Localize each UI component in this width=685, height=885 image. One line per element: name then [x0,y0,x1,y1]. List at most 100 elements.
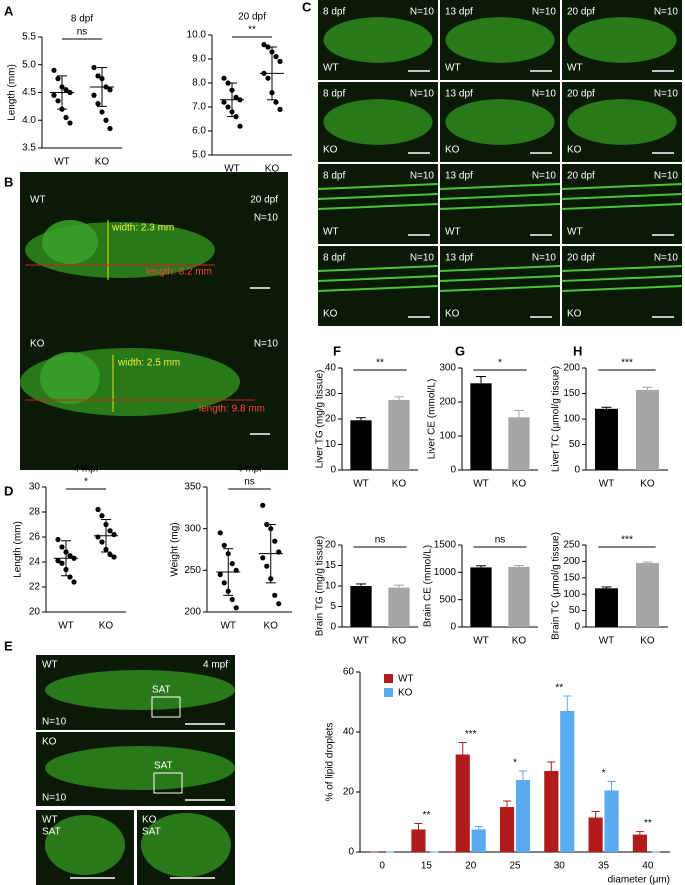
data-point [99,513,105,519]
image-label: width: 2.3 mm [111,223,174,234]
image-label: WT [567,227,583,238]
data-point [107,125,113,132]
data-point [277,106,283,112]
data-point [67,553,73,559]
muscle-line [439,183,561,190]
muscle-line [439,275,561,282]
image-label: width: 2.5 mm [117,358,180,369]
y-tick-label: 100 [563,589,580,600]
image-label: SAT [152,685,171,696]
y-tick-label: 7.0 [192,102,206,113]
x-tick-label: WT [473,636,489,647]
y-tick-label: 20 [29,607,41,618]
data-point [260,555,266,561]
image-label: N=10 [654,253,679,264]
bar [388,399,410,470]
y-axis-label: Liver TG (mg/g tissue) [315,370,326,469]
panel-label: G [455,343,465,358]
muscle-line [561,183,683,190]
fish-shape [45,746,235,790]
x-tick-label: KO [512,636,527,647]
image-label: KO [445,309,460,320]
y-tick-label: 20 [325,414,337,425]
significance-label: ns [244,477,255,488]
data-point [91,64,97,71]
muscle-line [561,275,683,282]
data-point [221,580,227,586]
image-label: N=10 [410,253,435,264]
y-tick-label: 0 [574,622,580,633]
muscle-line [317,203,439,210]
fish-shape [567,99,677,145]
y-tick-label: 0 [330,622,336,633]
x-tick-label: KO [392,479,407,490]
data-point [225,104,231,110]
data-point [55,98,61,104]
data-point [217,530,223,536]
x-tick-label: WT [58,621,74,632]
x-tick-label: 15 [421,861,433,872]
bar [604,790,619,852]
image-label: KO [142,815,157,826]
image-label: N=10 [532,7,557,18]
legend-label: KO [398,688,413,699]
muscle-line [317,183,439,190]
image-label: 8 dpf [323,171,345,182]
y-tick-label: 0 [330,465,336,476]
y-axis-label: Brain TC (μmol/g tissue) [551,532,562,640]
x-tick-label: 30 [554,861,566,872]
muscle-line [317,193,439,200]
data-point [273,99,279,105]
y-tick-label: 20 [325,540,337,551]
y-tick-label: 50 [569,605,581,616]
y-tick-label: 3.5 [22,143,36,154]
data-point [229,561,235,567]
significance-label: ** [644,818,652,829]
image-label: N=10 [532,253,557,264]
image-label: WT [445,63,461,74]
y-tick-label: 24 [29,557,41,568]
data-point [229,596,235,603]
data-point [272,538,278,544]
fish-shape [445,99,555,145]
image-label: 20 dpf [567,253,595,264]
panel-label: E [4,638,13,653]
panel-label: A [4,3,14,18]
y-tick-label: 0 [574,465,580,476]
x-tick-label: KO [264,621,279,632]
data-point [273,54,279,60]
data-point [272,592,278,598]
muscle-line [561,285,683,292]
image-label: KO [323,145,338,156]
fish-shape [141,813,231,877]
y-tick-label: 0 [348,847,354,858]
data-point [51,92,57,98]
y-tick-label: 6.0 [192,126,206,137]
image-label: 13 dpf [445,89,473,100]
data-point [91,92,97,98]
image-label: KO [323,309,338,320]
y-tick-label: 200 [184,607,201,618]
x-tick-label: 25 [509,861,521,872]
significance-label: *** [465,729,477,740]
y-tick-label: 9.0 [192,54,206,65]
y-axis-label: Liver CE (mmol/L) [427,379,438,460]
y-tick-label: 150 [563,388,580,399]
image-label: N=10 [410,89,435,100]
y-tick-label: 250 [184,565,201,576]
bar [508,417,530,470]
image-label: KO [445,145,460,156]
image-label: WT [445,227,461,238]
image-label: 4 mpf [203,660,228,671]
x-tick-label: KO [640,479,655,490]
y-tick-label: 40 [343,727,355,738]
muscle-line [439,285,561,292]
image-label: length: 9.8 mm [199,404,265,415]
micrograph [20,172,288,470]
y-axis-label: Length (mm) [7,64,18,121]
legend-label: WT [398,674,414,685]
muscle-line [317,285,439,292]
fish-shape [45,670,235,710]
legend-swatch [384,688,393,697]
image-label: 20 dpf [567,89,595,100]
